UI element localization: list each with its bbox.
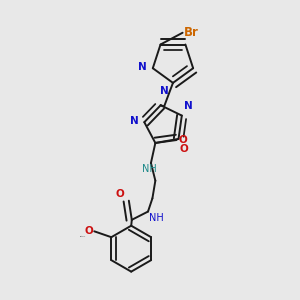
Text: O: O	[116, 189, 124, 199]
Text: Br: Br	[184, 26, 199, 39]
Text: N: N	[160, 86, 169, 96]
Text: N: N	[184, 101, 193, 112]
Text: O: O	[179, 135, 188, 145]
Text: O: O	[84, 226, 93, 236]
Text: O: O	[180, 144, 188, 154]
Text: N: N	[130, 116, 139, 126]
Text: methoxy: methoxy	[80, 236, 86, 237]
Text: NH: NH	[142, 164, 157, 175]
Text: N: N	[138, 62, 146, 72]
Text: NH: NH	[149, 213, 164, 223]
